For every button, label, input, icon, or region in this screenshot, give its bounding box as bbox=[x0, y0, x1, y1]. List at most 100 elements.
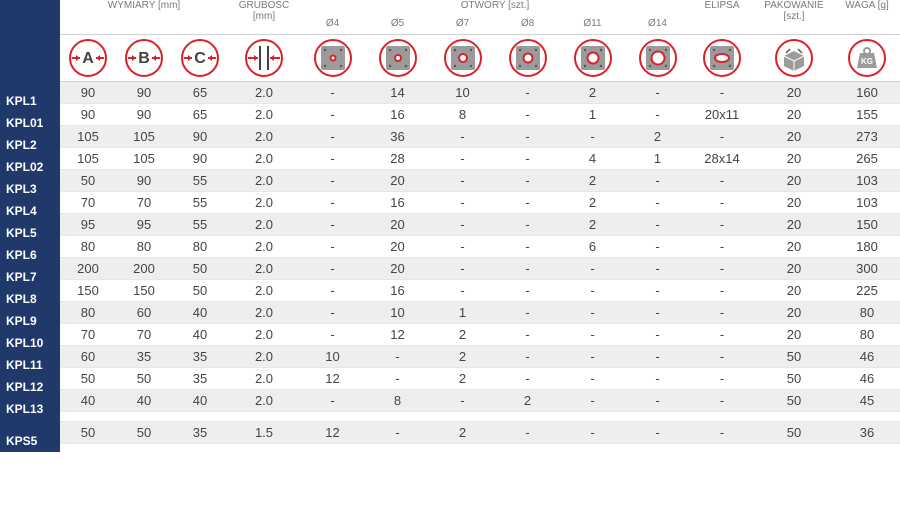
cell-wg: 225 bbox=[834, 283, 900, 298]
row-code: KPL8 bbox=[0, 288, 60, 310]
cell-g: 2.0 bbox=[228, 305, 300, 320]
svg-text:A: A bbox=[82, 50, 94, 67]
cell-o4: - bbox=[300, 217, 365, 232]
cell-a: 70 bbox=[60, 195, 116, 210]
row-spacer bbox=[0, 420, 60, 430]
cell-g: 2.0 bbox=[228, 85, 300, 100]
cell-o11: 6 bbox=[560, 239, 625, 254]
cell-o14: - bbox=[625, 195, 690, 210]
cell-b: 90 bbox=[116, 107, 172, 122]
cell-o4: - bbox=[300, 173, 365, 188]
cell-g: 2.0 bbox=[228, 239, 300, 254]
cell-o14: - bbox=[625, 371, 690, 386]
hole-o14-icon bbox=[625, 38, 690, 78]
hole-o11-icon bbox=[560, 38, 625, 78]
cell-o8: - bbox=[495, 217, 560, 232]
cell-b: 60 bbox=[116, 305, 172, 320]
cell-o5: 20 bbox=[365, 261, 430, 276]
cell-o14: - bbox=[625, 283, 690, 298]
cell-o11: - bbox=[560, 425, 625, 440]
cell-o5: 12 bbox=[365, 327, 430, 342]
cell-o8: - bbox=[495, 261, 560, 276]
cell-b: 105 bbox=[116, 129, 172, 144]
cell-o14: - bbox=[625, 173, 690, 188]
row-code: KPS5 bbox=[0, 430, 60, 452]
cell-o4: - bbox=[300, 393, 365, 408]
cell-o11: 2 bbox=[560, 173, 625, 188]
cell-c: 40 bbox=[172, 393, 228, 408]
cell-o4: - bbox=[300, 107, 365, 122]
cell-wg: 180 bbox=[834, 239, 900, 254]
cell-c: 35 bbox=[172, 371, 228, 386]
cell-g: 2.0 bbox=[228, 393, 300, 408]
cell-g: 2.0 bbox=[228, 195, 300, 210]
cell-o7: - bbox=[430, 261, 495, 276]
cell-o11: - bbox=[560, 349, 625, 364]
cell-b: 35 bbox=[116, 349, 172, 364]
cell-o7: - bbox=[430, 283, 495, 298]
cell-el: - bbox=[690, 217, 754, 232]
cell-o4: - bbox=[300, 195, 365, 210]
row-code: KPL9 bbox=[0, 310, 60, 332]
cell-wg: 273 bbox=[834, 129, 900, 144]
cell-b: 200 bbox=[116, 261, 172, 276]
table-row: 7070402.0-122----2080 bbox=[60, 324, 900, 346]
cell-g: 2.0 bbox=[228, 261, 300, 276]
cell-o8: - bbox=[495, 107, 560, 122]
table-row: 6035352.010-2----5046 bbox=[60, 346, 900, 368]
cell-o14: - bbox=[625, 239, 690, 254]
cell-o7: - bbox=[430, 151, 495, 166]
subheader-o4: Ø4 bbox=[300, 18, 365, 34]
cell-pk: 50 bbox=[754, 393, 834, 408]
table-row: 105105902.0-28--4128x1420265 bbox=[60, 148, 900, 170]
row-code: KPL3 bbox=[0, 178, 60, 200]
product-table: KPL1KPL01KPL2KPL02KPL3KPL4KPL5KPL6KPL7KP… bbox=[0, 0, 900, 452]
cell-el: 28x14 bbox=[690, 151, 754, 166]
cell-wg: 80 bbox=[834, 305, 900, 320]
header-elipsa: ELIPSA bbox=[690, 0, 754, 18]
cell-pk: 20 bbox=[754, 283, 834, 298]
cell-el: - bbox=[690, 349, 754, 364]
row-code: KPL4 bbox=[0, 200, 60, 222]
cell-c: 90 bbox=[172, 129, 228, 144]
cell-o11: - bbox=[560, 393, 625, 408]
cell-o14: - bbox=[625, 425, 690, 440]
row-spacer bbox=[60, 412, 900, 422]
cell-pk: 20 bbox=[754, 151, 834, 166]
cell-a: 70 bbox=[60, 327, 116, 342]
table-row: 9090652.0-168-1-20x1120155 bbox=[60, 104, 900, 126]
cell-o4: - bbox=[300, 151, 365, 166]
cell-o7: 8 bbox=[430, 107, 495, 122]
cell-o4: - bbox=[300, 261, 365, 276]
cell-o4: 12 bbox=[300, 371, 365, 386]
cell-o7: - bbox=[430, 173, 495, 188]
table-row: 5050351.512-2----5036 bbox=[60, 422, 900, 444]
hole-o8-icon bbox=[495, 38, 560, 78]
table-row: 5090552.0-20--2--20103 bbox=[60, 170, 900, 192]
cell-o5: 20 bbox=[365, 217, 430, 232]
cell-el: - bbox=[690, 305, 754, 320]
cell-o7: 2 bbox=[430, 425, 495, 440]
cell-o5: - bbox=[365, 425, 430, 440]
cell-pk: 20 bbox=[754, 217, 834, 232]
cell-b: 150 bbox=[116, 283, 172, 298]
cell-wg: 46 bbox=[834, 349, 900, 364]
cell-wg: 103 bbox=[834, 173, 900, 188]
table-row: 9595552.0-20--2--20150 bbox=[60, 214, 900, 236]
cell-o14: 1 bbox=[625, 151, 690, 166]
cell-pk: 50 bbox=[754, 349, 834, 364]
subheader-o8: Ø8 bbox=[495, 18, 560, 34]
thickness-icon bbox=[228, 38, 300, 78]
cell-a: 50 bbox=[60, 173, 116, 188]
cell-pk: 20 bbox=[754, 129, 834, 144]
hole-o5-icon bbox=[365, 38, 430, 78]
cell-o4: - bbox=[300, 283, 365, 298]
cell-pk: 20 bbox=[754, 107, 834, 122]
cell-el: - bbox=[690, 261, 754, 276]
cell-wg: 265 bbox=[834, 151, 900, 166]
cell-c: 40 bbox=[172, 305, 228, 320]
cell-c: 55 bbox=[172, 173, 228, 188]
cell-o8: - bbox=[495, 283, 560, 298]
cell-b: 50 bbox=[116, 371, 172, 386]
cell-wg: 160 bbox=[834, 85, 900, 100]
